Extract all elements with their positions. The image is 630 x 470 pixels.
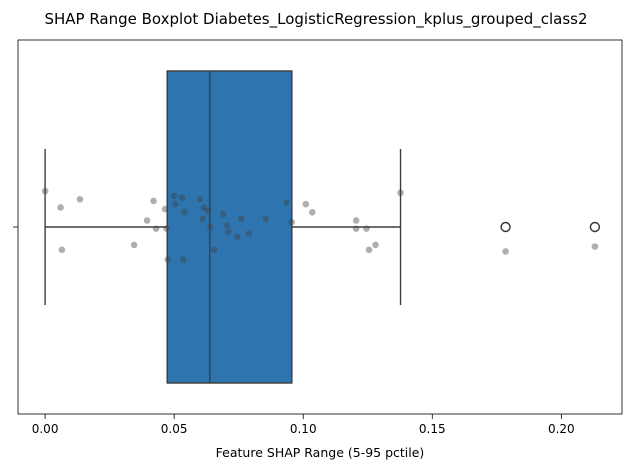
strip-point (352, 217, 360, 224)
strip-point (262, 215, 270, 223)
x-tick-label: 0.15 (419, 422, 446, 436)
strip-point (163, 225, 170, 232)
strip-point (150, 197, 157, 205)
strip-point (58, 246, 66, 254)
x-tick-label: 0.05 (161, 422, 188, 436)
x-axis-label: Feature SHAP Range (5-95 pctile) (216, 445, 425, 460)
strip-point (372, 241, 379, 249)
strip-point (200, 204, 208, 211)
strip-point (397, 189, 404, 197)
strip-point (164, 256, 172, 263)
strip-point (234, 233, 241, 241)
x-tick-label: 0.00 (32, 422, 59, 436)
strip-point (223, 222, 231, 229)
strip-point (161, 205, 169, 213)
strip-point (302, 200, 310, 208)
strip-point (502, 248, 509, 255)
x-axis-ticks: 0.00 0.05 0.10 0.15 0.20 (32, 414, 575, 436)
chart-title: SHAP Range Boxplot Diabetes_LogisticRegr… (44, 10, 587, 29)
strip-point (181, 209, 188, 216)
strip-point (308, 209, 316, 216)
strip-point (352, 225, 360, 232)
strip-point (210, 246, 218, 254)
strip-point (199, 215, 206, 223)
strip-point (152, 225, 160, 232)
strip-point (196, 195, 204, 203)
iqr-box (166, 70, 293, 384)
strip-point (130, 241, 138, 249)
strip-point (57, 204, 64, 211)
strip-point (591, 243, 599, 250)
strip-point (219, 210, 227, 218)
strip-point (206, 223, 214, 231)
strip-point (288, 218, 295, 226)
strip-point (204, 207, 212, 214)
strip-point (143, 217, 151, 224)
strip-point (76, 195, 84, 203)
x-tick-label: 0.10 (290, 422, 317, 436)
strip-point (172, 200, 179, 208)
strip-point (178, 194, 186, 201)
strip-point (237, 215, 245, 223)
strip-point (283, 199, 290, 206)
strip-point (245, 230, 253, 237)
x-tick-label: 0.20 (548, 422, 575, 436)
strip-point (363, 225, 370, 232)
outlier-point (500, 221, 511, 233)
strip-point (41, 187, 49, 195)
strip-point (170, 192, 178, 200)
strip-point (179, 256, 187, 263)
strip-point (225, 228, 232, 236)
plot-area (41, 70, 601, 384)
outlier-point (589, 221, 601, 233)
strip-point (365, 246, 373, 254)
